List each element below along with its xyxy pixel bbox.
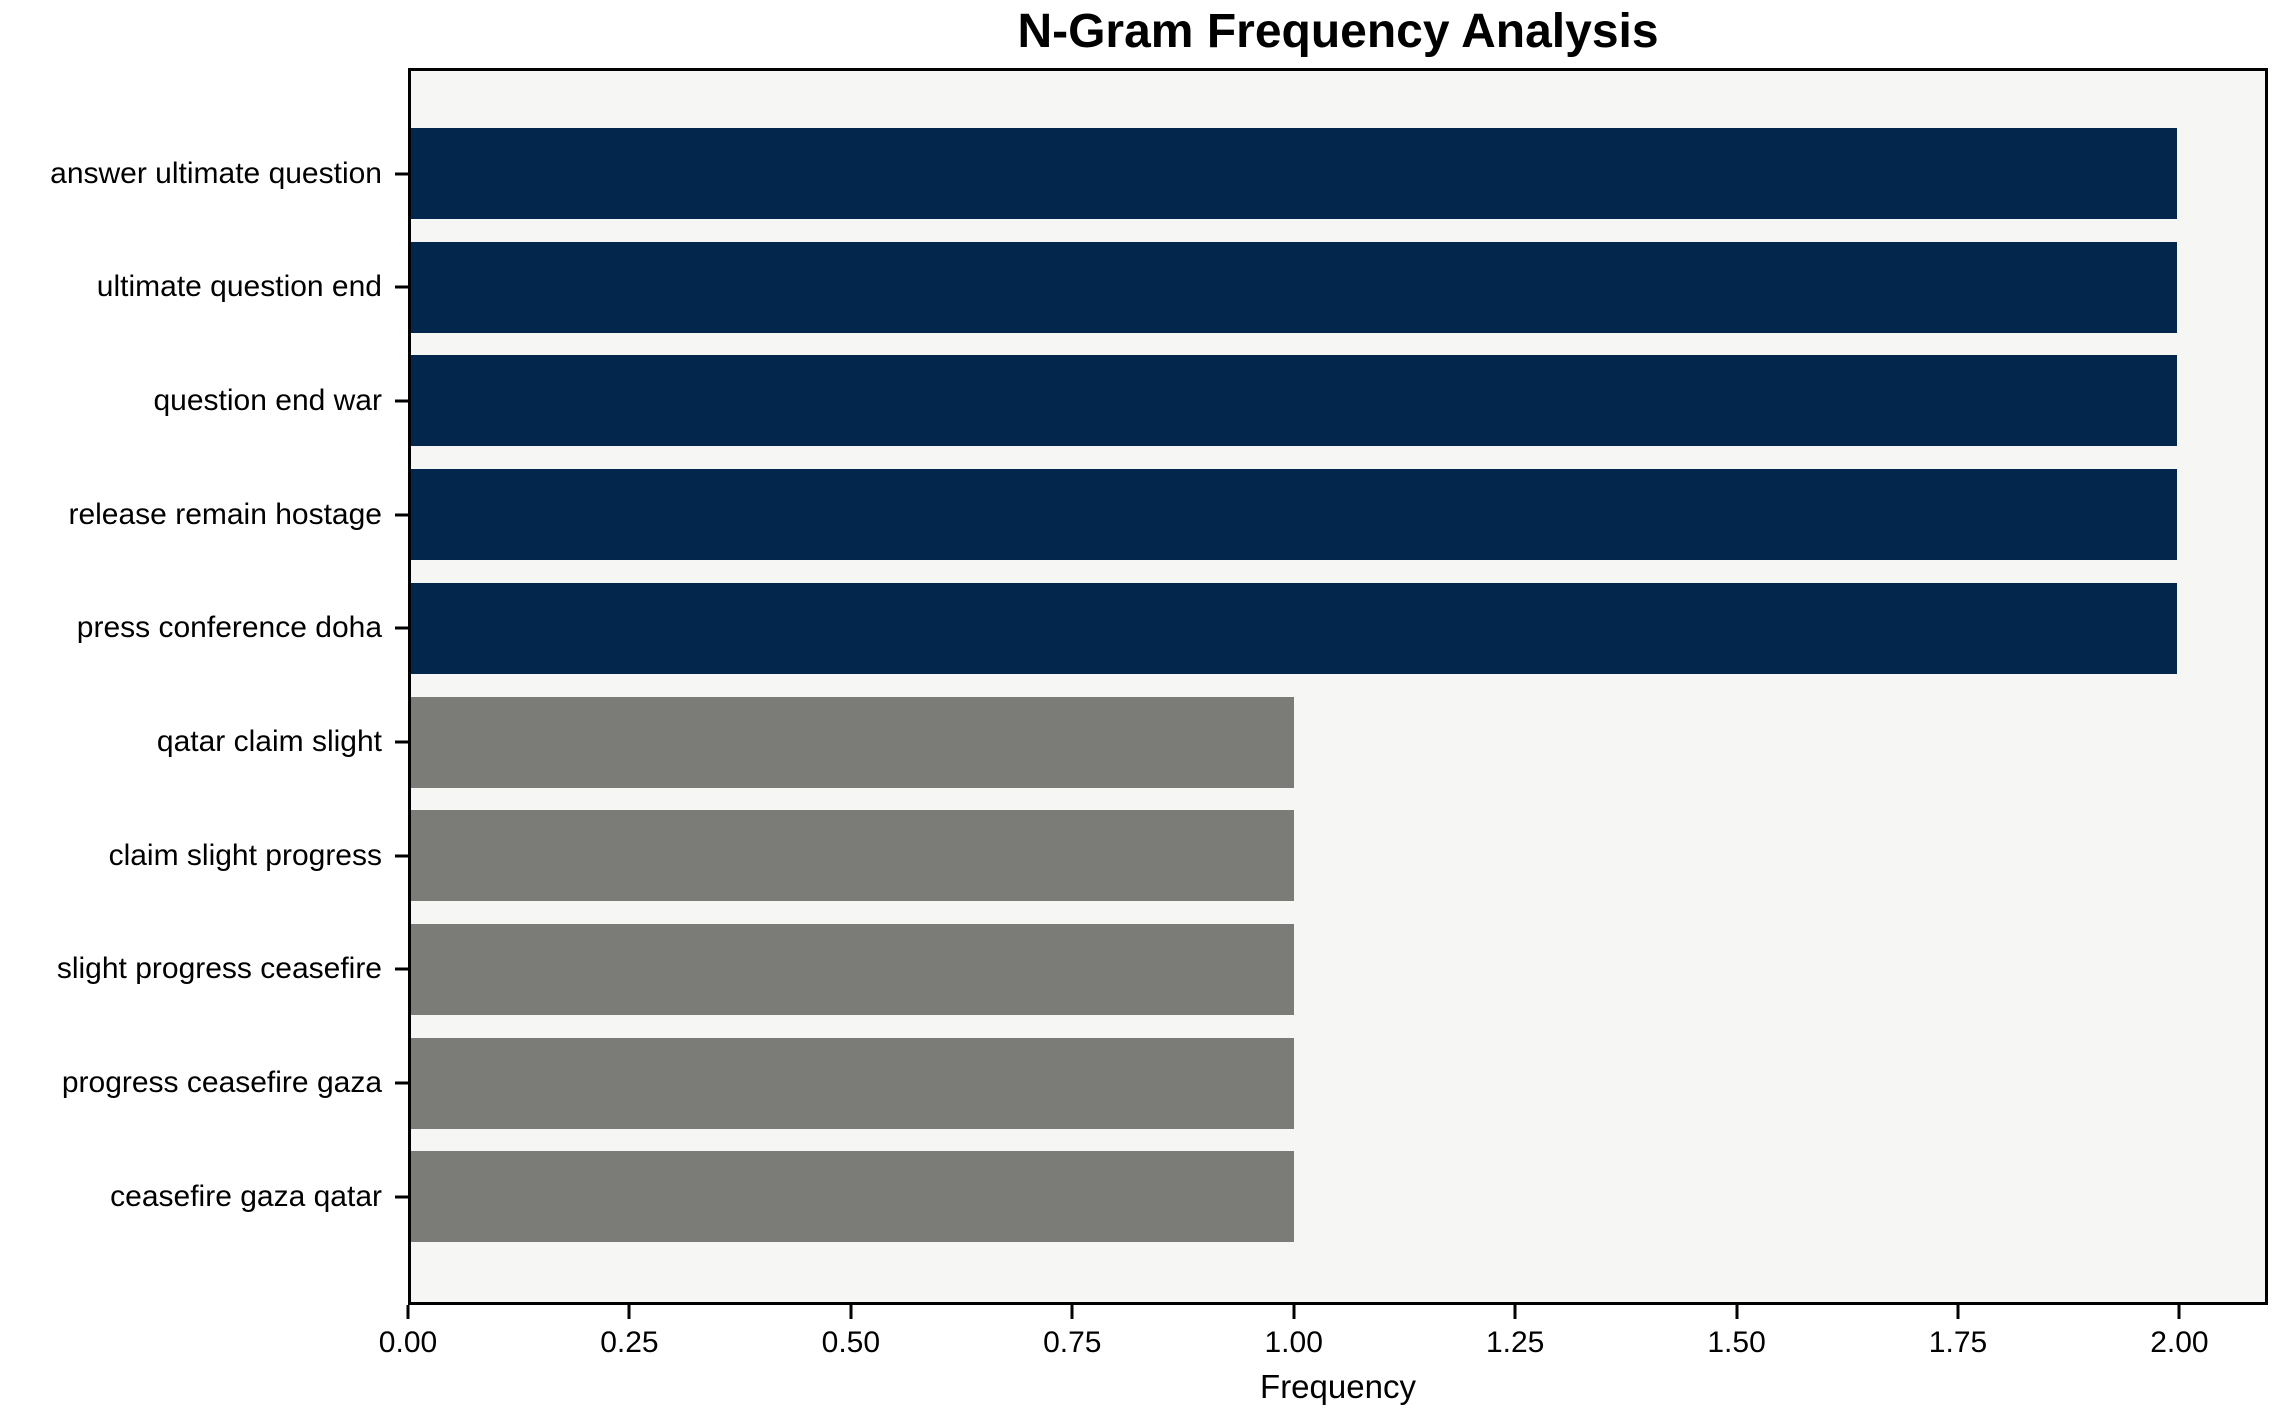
ytick-mark xyxy=(395,626,408,630)
xtick-mark xyxy=(1513,1305,1517,1319)
xtick-label-0.25: 0.25 xyxy=(600,1326,659,1359)
ytick-label-question-end-war: question end war xyxy=(153,383,383,417)
ytick-label-release-remain-hostage: release remain hostage xyxy=(68,497,382,531)
ytick-mark xyxy=(395,1081,408,1085)
x-axis-label: Frequency xyxy=(1260,1368,1416,1405)
ytick-label-claim-slight-progress: claim slight progress xyxy=(108,838,382,872)
bar-question-end-war xyxy=(411,355,2177,447)
plot-area xyxy=(408,68,2268,1305)
ytick-mark xyxy=(395,967,408,971)
ytick-mark xyxy=(395,172,408,175)
bar-release-remain-hostage xyxy=(411,469,2177,561)
bar-slight-progress-ceasefire xyxy=(411,923,1294,1015)
bar-progress-ceasefire-gaza xyxy=(411,1037,1294,1129)
ytick-label-press-conference-doha: press conference doha xyxy=(76,611,382,645)
ytick-label-ultimate-question-end: ultimate question end xyxy=(96,270,382,304)
bar-qatar-claim-slight xyxy=(411,696,1294,788)
bar-ultimate-question-end xyxy=(411,241,2177,333)
xtick-mark xyxy=(1070,1305,1074,1319)
ytick-label-answer-ultimate-question: answer ultimate question xyxy=(50,156,382,190)
xtick-mark xyxy=(1735,1305,1739,1319)
chart-title: N-Gram Frequency Analysis xyxy=(1017,5,1659,58)
xtick-label-1.50: 1.50 xyxy=(1707,1326,1766,1359)
ytick-label-progress-ceasefire-gaza: progress ceasefire gaza xyxy=(61,1066,382,1100)
xtick-mark xyxy=(406,1305,410,1319)
xtick-mark xyxy=(627,1305,631,1319)
ytick-mark xyxy=(395,285,408,289)
bar-press-conference-doha xyxy=(411,582,2177,674)
ytick-mark xyxy=(395,513,408,517)
ytick-label-ceasefire-gaza-qatar: ceasefire gaza qatar xyxy=(110,1179,382,1213)
ytick-mark xyxy=(395,1195,408,1199)
xtick-mark xyxy=(2177,1305,2181,1319)
xtick-mark xyxy=(1292,1305,1296,1319)
bar-claim-slight-progress xyxy=(411,810,1294,902)
xtick-label-1.25: 1.25 xyxy=(1485,1326,1545,1359)
xtick-label-2.00: 2.00 xyxy=(2150,1326,2209,1359)
xtick-label-0.75: 0.75 xyxy=(1043,1326,1102,1359)
xtick-mark xyxy=(1956,1305,1960,1319)
xtick-label-0.00: 0.00 xyxy=(378,1326,438,1359)
bar-answer-ultimate-question xyxy=(411,128,2177,219)
xtick-label-1.75: 1.75 xyxy=(1928,1326,1988,1359)
xtick-label-0.50: 0.50 xyxy=(821,1326,881,1359)
ytick-mark xyxy=(395,854,408,858)
xtick-mark xyxy=(849,1305,853,1319)
bar-ceasefire-gaza-qatar xyxy=(411,1151,1294,1243)
ytick-mark xyxy=(395,740,408,744)
ytick-mark xyxy=(395,399,408,403)
ytick-label-slight-progress-ceasefire: slight progress ceasefire xyxy=(56,952,382,986)
xtick-label-1.00: 1.00 xyxy=(1264,1326,1323,1359)
ytick-label-qatar-claim-slight: qatar claim slight xyxy=(156,725,382,758)
